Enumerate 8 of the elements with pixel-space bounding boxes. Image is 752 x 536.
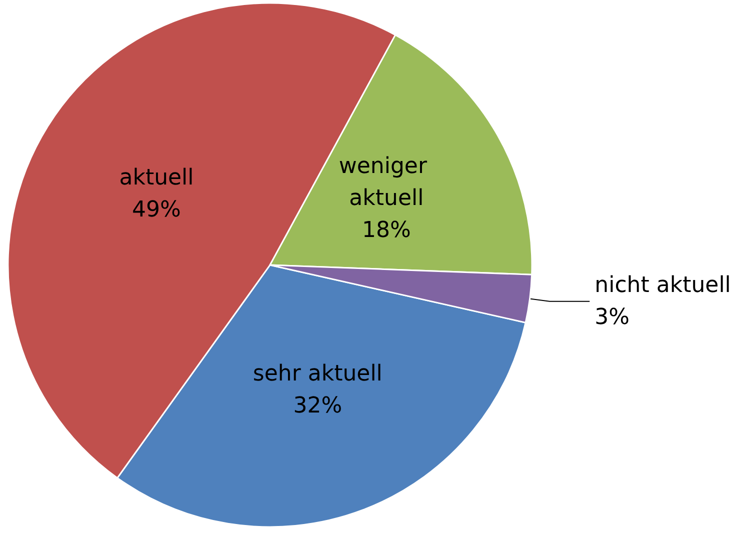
data-label: 49% bbox=[132, 197, 181, 222]
slice-label: aktuell bbox=[119, 165, 194, 190]
slice-label: sehr aktuell bbox=[252, 362, 382, 387]
data-label: 32% bbox=[293, 394, 342, 419]
slice-label: weniger aktuell bbox=[338, 154, 434, 212]
data-label: 3% bbox=[594, 304, 630, 330]
data-label: 18% bbox=[362, 218, 411, 244]
slice-label: nicht aktuell bbox=[594, 272, 731, 298]
